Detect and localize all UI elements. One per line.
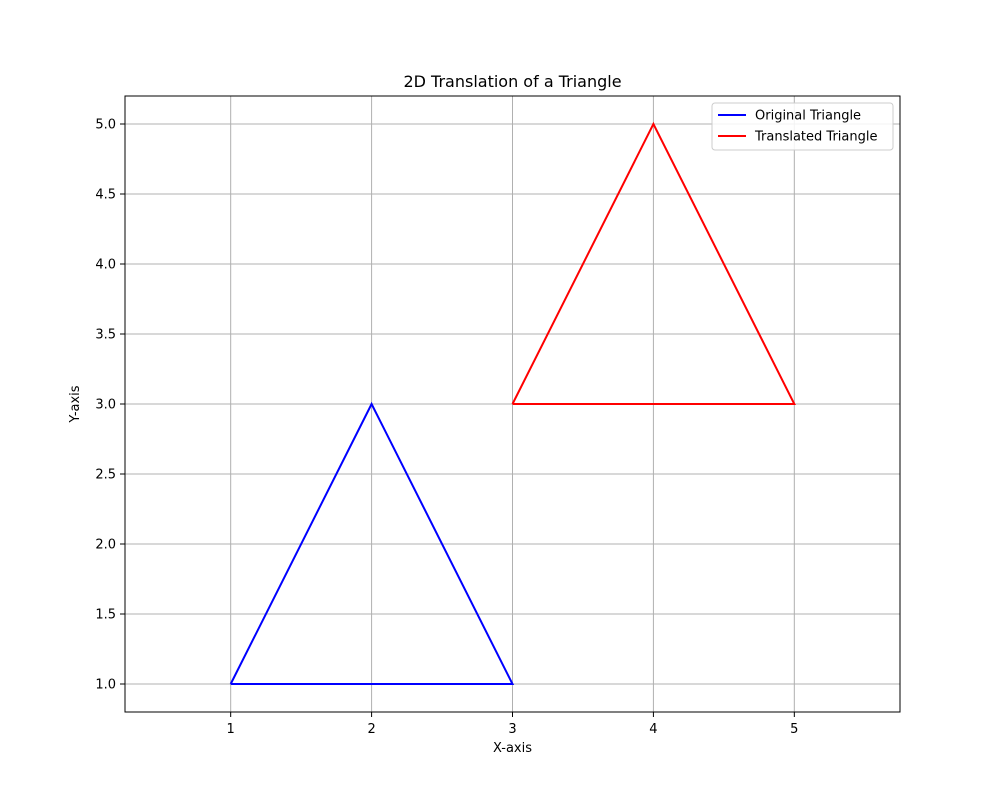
series-line-translated-triangle bbox=[511, 121, 796, 405]
plot-series bbox=[229, 121, 796, 685]
y-tick-label: 4.5 bbox=[95, 188, 116, 203]
y-tick-label: 1.0 bbox=[95, 678, 116, 693]
series-line-original-triangle bbox=[229, 401, 515, 685]
legend: Original Triangle Translated Triangle bbox=[711, 102, 894, 151]
y-axis-label: Y-axis bbox=[68, 385, 83, 423]
x-tick-label: 5 bbox=[790, 722, 798, 737]
x-tick-label: 4 bbox=[649, 722, 657, 737]
y-tick-label: 3.0 bbox=[95, 398, 116, 413]
y-tick-label: 2.5 bbox=[95, 468, 116, 483]
y-tick-label: 2.0 bbox=[95, 538, 116, 553]
y-tick-label: 1.5 bbox=[95, 608, 116, 623]
legend-box bbox=[711, 102, 894, 151]
y-tick-label: 3.5 bbox=[95, 328, 116, 343]
y-tick-label: 5.0 bbox=[95, 118, 116, 133]
y-tick-label: 4.0 bbox=[95, 258, 116, 273]
x-tick-label: 1 bbox=[227, 722, 235, 737]
x-tick-label: 2 bbox=[367, 722, 375, 737]
x-axis-ticks: 1 2 3 4 5 bbox=[227, 712, 798, 737]
legend-label: Translated Triangle bbox=[754, 130, 877, 145]
y-axis-ticks: 1.0 1.5 2.0 2.5 3.0 3.5 4.0 4.5 5.0 bbox=[95, 118, 125, 693]
chart-title: 2D Translation of a Triangle bbox=[403, 72, 621, 91]
x-axis-label: X-axis bbox=[493, 741, 532, 756]
x-tick-label: 3 bbox=[508, 722, 516, 737]
legend-label: Original Triangle bbox=[755, 109, 861, 124]
